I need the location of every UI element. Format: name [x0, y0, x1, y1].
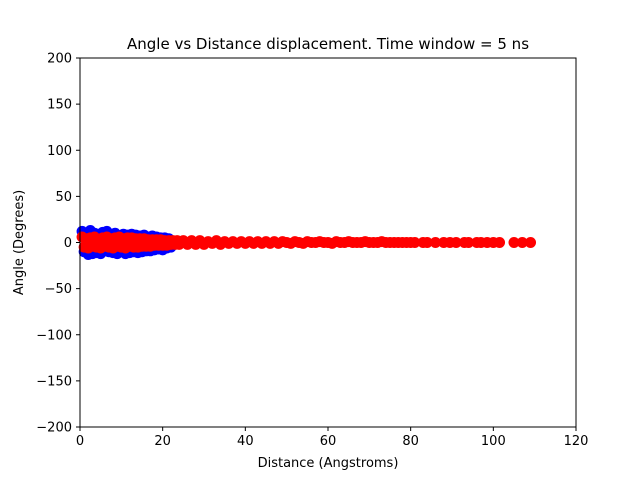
chart-title: Angle vs Distance displacement. Time win…	[127, 35, 529, 53]
y-tick-label: 200	[47, 52, 72, 67]
y-axis-label: Angle (Degrees)	[12, 190, 27, 295]
y-tick-label: 50	[55, 190, 72, 205]
x-axis-label: Distance (Angstroms)	[258, 456, 399, 471]
plot-frame	[79, 57, 577, 428]
y-tick-label: −150	[36, 374, 72, 389]
x-tick-label: 40	[237, 434, 254, 449]
scatter-point	[508, 237, 520, 248]
y-tick-label: 150	[47, 98, 72, 113]
y-tick-label: −100	[36, 328, 72, 343]
y-tick-label: −50	[45, 282, 72, 297]
axis-ticks: 0 20 40 60 80 100 120 −200 −150 −100 −50 0 50 100 150 2…	[36, 52, 588, 450]
scatter-point	[494, 237, 506, 248]
series-1	[76, 231, 537, 254]
scatter-point	[516, 237, 528, 248]
scatter-point	[463, 237, 475, 248]
data-points	[76, 225, 537, 260]
x-tick-label: 100	[481, 434, 506, 449]
scatter-point	[525, 237, 537, 248]
x-tick-label: 20	[154, 434, 171, 449]
x-tick-label: 120	[564, 434, 589, 449]
scatter-point	[421, 237, 433, 248]
scatter-point	[450, 237, 462, 248]
y-tick-label: −200	[36, 421, 72, 436]
x-tick-label: 60	[320, 434, 337, 449]
y-tick-label: 0	[64, 236, 72, 251]
x-tick-label: 80	[402, 434, 419, 449]
y-tick-label: 100	[47, 144, 72, 159]
x-tick-label: 0	[76, 434, 84, 449]
scatter-point	[429, 237, 441, 248]
scatter-point	[409, 237, 421, 248]
